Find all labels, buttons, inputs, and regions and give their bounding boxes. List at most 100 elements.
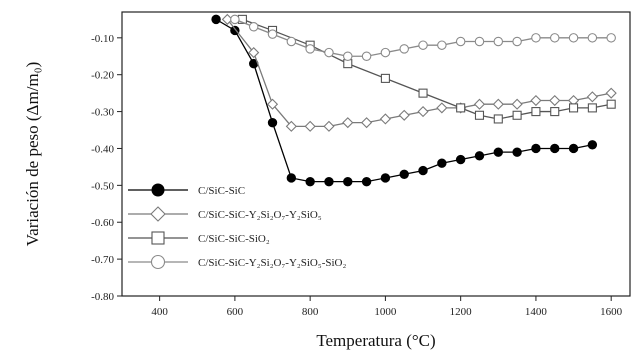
data-point	[455, 154, 466, 165]
data-point	[606, 99, 616, 109]
data-point	[361, 176, 372, 187]
data-point	[398, 109, 410, 121]
y-axis-title: Variación de peso (Δm/m₀)	[23, 62, 42, 246]
data-point	[305, 44, 315, 54]
legend-item: C/SiC-SiC	[128, 183, 245, 197]
data-point	[606, 33, 616, 43]
legend-item: C/SiC-SiC-SiO₂	[128, 231, 270, 245]
data-point	[286, 36, 297, 47]
data-point	[549, 94, 561, 107]
data-point	[417, 106, 429, 118]
x-tick-label: 600	[227, 306, 244, 318]
x-tick-label: 800	[302, 306, 319, 318]
x-tick-label: 1400	[525, 306, 548, 318]
data-point	[286, 173, 297, 183]
x-axis-title: Temperatura (°C)	[316, 331, 435, 350]
series-1	[211, 14, 598, 187]
data-point	[399, 44, 409, 54]
legend-marker	[150, 254, 166, 270]
data-point	[455, 36, 466, 47]
y-tick-label: -0.20	[91, 70, 114, 82]
data-point	[493, 114, 503, 124]
data-point	[586, 91, 598, 103]
data-point	[474, 36, 485, 47]
data-point	[493, 147, 503, 157]
data-point	[531, 107, 541, 117]
data-point	[343, 51, 353, 62]
series-2	[221, 13, 617, 132]
data-point	[266, 98, 279, 110]
data-point	[437, 158, 447, 168]
data-point	[361, 51, 372, 62]
legend-label: C/SiC-SiC-SiO₂	[198, 233, 270, 245]
data-point	[531, 33, 541, 43]
data-point	[473, 98, 486, 110]
data-point	[550, 143, 560, 154]
data-point	[531, 143, 541, 154]
data-point	[380, 173, 391, 183]
data-point	[549, 33, 560, 43]
data-point	[587, 140, 598, 150]
legend-label: C/SiC-SiC-Y₂Si₂O₇-Y₂SiO₅-SiO₂	[198, 257, 346, 269]
x-tick-label: 1600	[600, 306, 623, 318]
legend-marker	[150, 206, 166, 222]
data-point	[512, 110, 522, 120]
series-4	[230, 14, 616, 62]
data-point	[511, 98, 523, 110]
legend-item: C/SiC-SiC-Y₂Si₂O₇-Y₂SiO₅	[128, 206, 322, 222]
data-point	[493, 36, 504, 47]
data-point	[605, 87, 617, 99]
data-point	[343, 176, 353, 187]
legend-item: C/SiC-SiC-Y₂Si₂O₇-Y₂SiO₅-SiO₂	[128, 254, 346, 270]
data-point	[530, 94, 542, 107]
data-point	[342, 117, 354, 129]
data-point	[512, 36, 522, 47]
y-tick-label: -0.60	[91, 217, 114, 229]
data-point	[304, 120, 316, 132]
data-point	[230, 14, 240, 25]
data-point	[248, 46, 260, 59]
data-point	[437, 40, 447, 50]
data-point	[305, 176, 315, 187]
y-tick-label: -0.30	[91, 107, 114, 119]
data-point	[492, 98, 504, 110]
legend-marker	[151, 183, 165, 197]
data-point	[550, 107, 560, 117]
data-point	[569, 103, 579, 113]
data-point	[324, 47, 334, 58]
data-point	[267, 117, 278, 128]
y-tick-label: -0.80	[91, 291, 114, 303]
data-point	[267, 29, 278, 39]
data-point	[568, 33, 579, 43]
data-point	[380, 47, 391, 58]
legend-marker	[151, 231, 165, 245]
plot-frame	[121, 11, 631, 297]
data-point	[380, 73, 390, 83]
data-point	[568, 143, 579, 154]
legend-label: C/SiC-SiC	[198, 185, 245, 197]
x-tick-label: 1000	[374, 306, 397, 318]
legend-label: C/SiC-SiC-Y₂Si₂O₇-Y₂SiO₅	[198, 209, 322, 221]
data-point	[324, 176, 334, 187]
data-point	[418, 165, 428, 176]
data-point	[379, 113, 391, 125]
data-point	[474, 151, 485, 161]
data-point	[512, 147, 522, 157]
x-tick-label: 1200	[450, 306, 473, 318]
data-point	[456, 103, 466, 113]
data-point	[361, 117, 373, 129]
series-3	[237, 14, 616, 124]
x-tick-label: 400	[151, 306, 168, 318]
y-tick-label: -0.10	[91, 33, 114, 45]
data-point	[285, 120, 297, 132]
y-tick-label: -0.40	[91, 143, 114, 155]
data-point	[418, 88, 428, 98]
y-tick-label: -0.50	[91, 180, 114, 192]
data-point	[474, 110, 485, 120]
data-point	[211, 14, 221, 25]
data-point	[587, 33, 598, 43]
data-point	[323, 120, 335, 132]
data-point	[399, 169, 409, 179]
data-point	[587, 103, 597, 113]
